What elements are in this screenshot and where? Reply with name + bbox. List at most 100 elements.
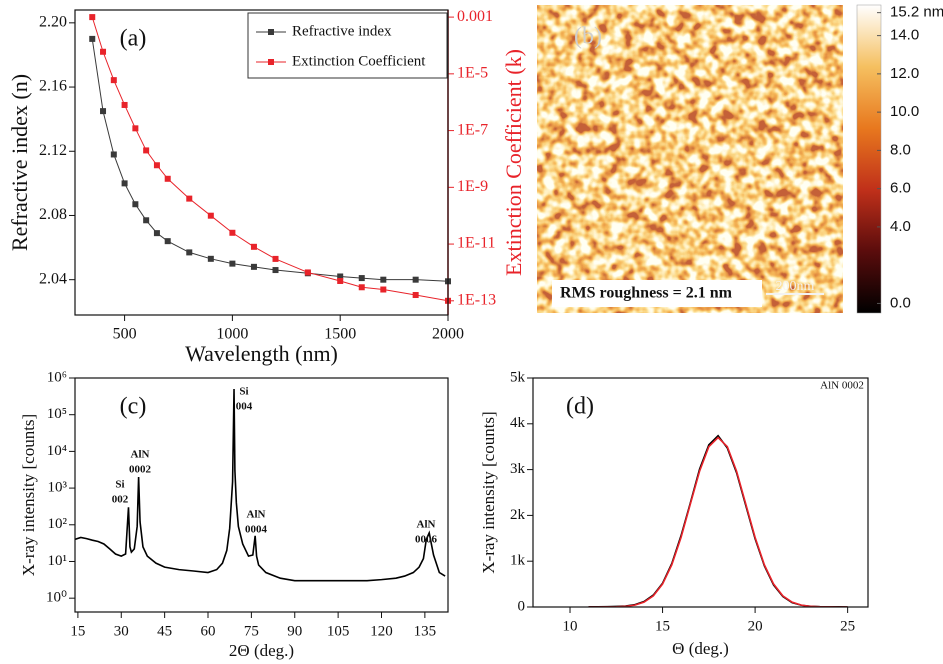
marker <box>164 175 171 182</box>
marker <box>100 108 107 115</box>
annotation: RMS roughness = 2.1 nm <box>560 285 733 302</box>
x-tick-label: 75 <box>244 623 259 639</box>
y-tick-label: 5k <box>510 369 526 385</box>
y2-tick-label: 1E-11 <box>457 235 496 252</box>
marker <box>186 249 193 256</box>
annotation-box <box>552 280 762 307</box>
x-tick-label: 60 <box>201 623 216 639</box>
x-tick-label: 20 <box>748 618 763 634</box>
legend-label: Refractive index <box>292 23 392 39</box>
marker <box>207 212 214 219</box>
x-tick-label: 500 <box>113 326 137 343</box>
marker <box>250 263 257 270</box>
marker <box>164 238 171 245</box>
y-tick-label: 2.16 <box>39 78 67 95</box>
peak-label: 002 <box>112 494 129 506</box>
y2-axis-title: Extinction Coefficient (k) <box>501 49 526 276</box>
peak-label: AlN <box>247 509 266 521</box>
y2-tick-label: 1E-5 <box>457 65 488 82</box>
colorbar-tick-label: 12.0 <box>890 65 919 82</box>
legend-label: Extinction Coefficient <box>292 53 426 69</box>
marker <box>358 284 365 291</box>
y-tick-label: 1k <box>510 553 526 569</box>
marker <box>207 255 214 262</box>
afm-image <box>537 5 843 313</box>
peak-label: Si <box>239 386 248 398</box>
x-axis-title: 2Θ (deg.) <box>229 641 294 660</box>
marker <box>121 180 128 187</box>
y2-tick-label: 1E-13 <box>457 291 496 308</box>
y-tick-label: 2.12 <box>39 142 67 159</box>
marker <box>380 276 387 283</box>
x-tick-label: 90 <box>287 623 302 639</box>
y-tick-label: 10⁴ <box>47 443 67 459</box>
marker <box>132 201 139 208</box>
y-tick-label: 10⁶ <box>47 369 67 385</box>
marker <box>272 255 279 262</box>
x-tick-label: 30 <box>114 623 129 639</box>
marker <box>229 260 236 267</box>
y-tick-label: 10³ <box>48 480 68 496</box>
marker <box>110 151 117 158</box>
y-axis-title: X-ray intensity [counts] <box>19 414 38 576</box>
y-tick-label: 10⁰ <box>46 590 67 606</box>
y-tick-label: 10⁵ <box>47 406 67 422</box>
marker <box>143 147 150 154</box>
marker <box>229 229 236 236</box>
x-axis-title: Θ (deg.) <box>672 639 729 658</box>
y-tick-label: 2.04 <box>39 270 67 287</box>
series-line <box>588 436 848 607</box>
y2-tick-label: 1E-7 <box>457 121 488 138</box>
series-line <box>588 434 848 607</box>
colorbar <box>856 4 882 314</box>
peak-label: 0004 <box>245 524 268 536</box>
marker <box>412 276 419 283</box>
y-axis-title: X-ray intensity [counts] <box>479 411 498 573</box>
peak-label: AlN <box>417 519 436 531</box>
y-tick-label: 10² <box>48 516 68 532</box>
marker <box>143 217 150 224</box>
y-axis-title: Refractive index (n) <box>7 74 32 251</box>
legend-box <box>247 12 448 79</box>
panel-label: (a) <box>120 26 147 52</box>
y-tick-label: 10¹ <box>48 553 68 569</box>
y-tick-label: 2k <box>510 507 526 523</box>
x-tick-label: 25 <box>840 618 855 634</box>
marker <box>250 243 257 250</box>
y-tick-label: 0 <box>518 598 526 614</box>
y2-tick-label: 1E-9 <box>457 178 488 195</box>
peak-label: Si <box>115 479 124 491</box>
colorbar-tick-label: 10.0 <box>890 103 919 120</box>
marker <box>412 292 419 299</box>
x-tick-label: 10 <box>563 618 578 634</box>
x-tick-label: 45 <box>157 623 172 639</box>
x-axis-title: Wavelength (nm) <box>185 341 338 366</box>
x-tick-label: 1500 <box>324 326 356 343</box>
colorbar-tick-label: 4.0 <box>890 218 911 235</box>
marker <box>304 269 311 276</box>
y-tick-label: 2.20 <box>39 14 67 31</box>
legend-marker <box>268 29 274 35</box>
marker <box>186 195 193 202</box>
marker <box>89 35 96 42</box>
y-tick-label: 2.08 <box>39 206 67 223</box>
colorbar-tick-label: 0.0 <box>890 294 911 311</box>
marker <box>121 101 128 108</box>
panel-label: (b) <box>574 24 602 50</box>
x-tick-label: 2000 <box>432 326 464 343</box>
x-tick-label: 15 <box>70 623 85 639</box>
plot-frame <box>532 377 869 608</box>
peak-label: 0002 <box>129 464 152 476</box>
colorbar-tick-label: 15.2 nm <box>890 4 943 21</box>
scale-bar-label: 200nm <box>776 279 815 294</box>
marker <box>153 162 160 169</box>
marker <box>153 230 160 237</box>
colorbar-tick-label: 14.0 <box>890 27 919 44</box>
colorbar-tick-label: 8.0 <box>890 141 911 158</box>
peak-label: AlN <box>131 449 150 461</box>
marker <box>89 14 96 21</box>
annotation: AlN 0002 <box>820 380 864 392</box>
marker <box>100 48 107 55</box>
y-tick-label: 4k <box>510 415 526 431</box>
marker <box>337 277 344 284</box>
